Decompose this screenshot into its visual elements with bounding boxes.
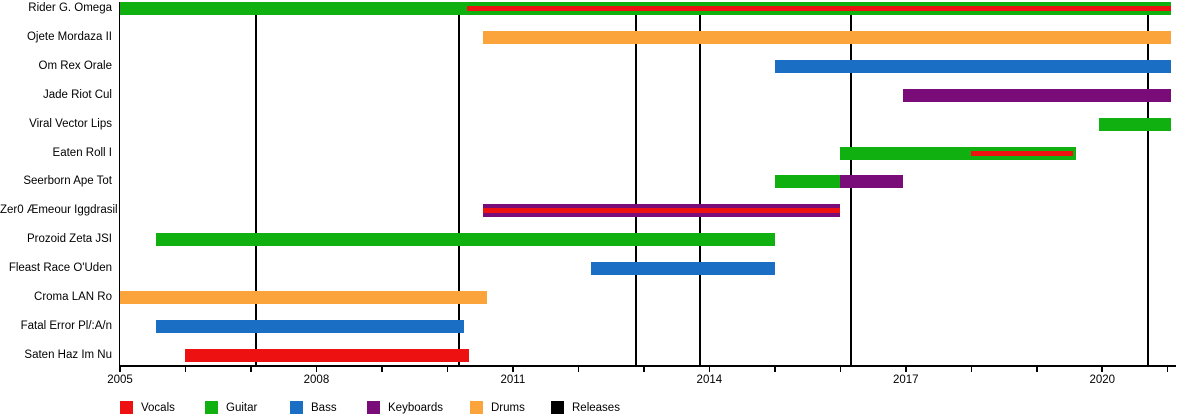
- row-label: Croma LAN Ro: [34, 291, 112, 303]
- timeline-bar-guitar: [774, 175, 841, 189]
- timeline-bar-bass: [774, 59, 1171, 73]
- legend-label: Keyboards: [388, 402, 443, 414]
- release-line: [457, 2, 460, 365]
- release-line: [1147, 2, 1150, 365]
- legend-label: Bass: [311, 402, 337, 414]
- legend-item-keyboards: Keyboards: [367, 401, 477, 415]
- timeline-bar-drums: [483, 30, 1171, 44]
- axis-tick: [643, 367, 645, 372]
- legend-swatch-keyboards: [367, 401, 380, 414]
- legend-label: Drums: [491, 402, 525, 414]
- legend-item-releases: Releases: [551, 401, 661, 415]
- axis-tick: [708, 367, 711, 372]
- release-line: [635, 2, 637, 365]
- axis-tick-label: 2020: [1089, 374, 1116, 386]
- axis-tick: [839, 367, 842, 372]
- legend-swatch-vocals: [120, 401, 133, 414]
- legend-item-vocals: Vocals: [120, 401, 230, 415]
- row-label: Ojete Mordaza II: [26, 30, 112, 43]
- row-label: Jade Riot Cul: [42, 88, 112, 101]
- axis-tick: [1166, 367, 1169, 372]
- legend-swatch-guitar: [205, 401, 218, 414]
- row-label: Prozoid Zeta JSI: [26, 233, 112, 246]
- x-axis-line: [118, 365, 1176, 367]
- timeline-bar-guitar: [156, 233, 775, 247]
- timeline-bar-keyboards: [840, 175, 903, 189]
- timeline-bar-drums: [120, 291, 487, 304]
- timeline-bar-vocals: [185, 348, 469, 362]
- axis-tick-label: 2017: [892, 374, 919, 386]
- axis-tick: [577, 367, 580, 372]
- legend-swatch-bass: [290, 401, 303, 414]
- axis-tick: [184, 367, 187, 372]
- timeline-bar-bass: [591, 262, 775, 276]
- row-label: Seerborn Ape Tot: [23, 175, 112, 188]
- axis-tick: [381, 367, 383, 372]
- axis-tick: [774, 367, 776, 372]
- axis-tick-label: 2014: [696, 374, 723, 386]
- release-line: [699, 2, 702, 365]
- axis-tick: [905, 367, 907, 372]
- legend-label: Vocals: [141, 402, 175, 414]
- release-line: [254, 2, 257, 365]
- axis-tick-label: 2005: [107, 374, 133, 386]
- axis-tick-label: 2008: [303, 374, 330, 386]
- timeline-bar-guitar: [1098, 117, 1171, 131]
- row-label: Rider G. Omega: [28, 2, 112, 14]
- row-label: Fatal Error Pl/:A/n: [20, 319, 112, 332]
- axis-tick: [250, 367, 252, 372]
- axis-tick: [970, 367, 973, 372]
- legend-item-guitar: Guitar: [205, 401, 315, 415]
- row-label: Viral Vector Lips: [29, 117, 112, 130]
- timeline-bar-vocals: [971, 150, 1073, 156]
- y-axis-line: [118, 2, 120, 365]
- legend-swatch-releases: [551, 401, 564, 414]
- row-label: Fleast Race O'Uden: [8, 262, 112, 275]
- row-label: Saten Haz Im Nu: [24, 348, 112, 361]
- axis-tick: [315, 367, 318, 372]
- legend-label: Guitar: [226, 402, 258, 414]
- row-label: Eaten Roll I: [52, 146, 112, 159]
- axis-tick: [446, 367, 449, 372]
- timeline-bar-keyboards: [902, 88, 1171, 102]
- axis-tick: [1036, 367, 1038, 372]
- axis-tick: [119, 367, 121, 372]
- axis-tick: [1101, 367, 1103, 372]
- legend-label: Releases: [572, 402, 620, 414]
- row-label: Zer0 Æmeour Iggdrasil: [0, 204, 118, 217]
- row-label: Om Rex Orale: [38, 59, 113, 72]
- legend-swatch-drums: [470, 401, 483, 414]
- timeline-bar-bass: [156, 319, 464, 333]
- axis-tick: [512, 367, 514, 372]
- timeline-bar-guitar: [840, 146, 1077, 160]
- legend-item-bass: Bass: [290, 401, 400, 415]
- timeline-bar-vocals: [483, 208, 841, 214]
- timeline-bar-vocals: [467, 6, 1171, 11]
- axis-tick-label: 2011: [500, 374, 526, 386]
- legend-item-drums: Drums: [470, 401, 580, 415]
